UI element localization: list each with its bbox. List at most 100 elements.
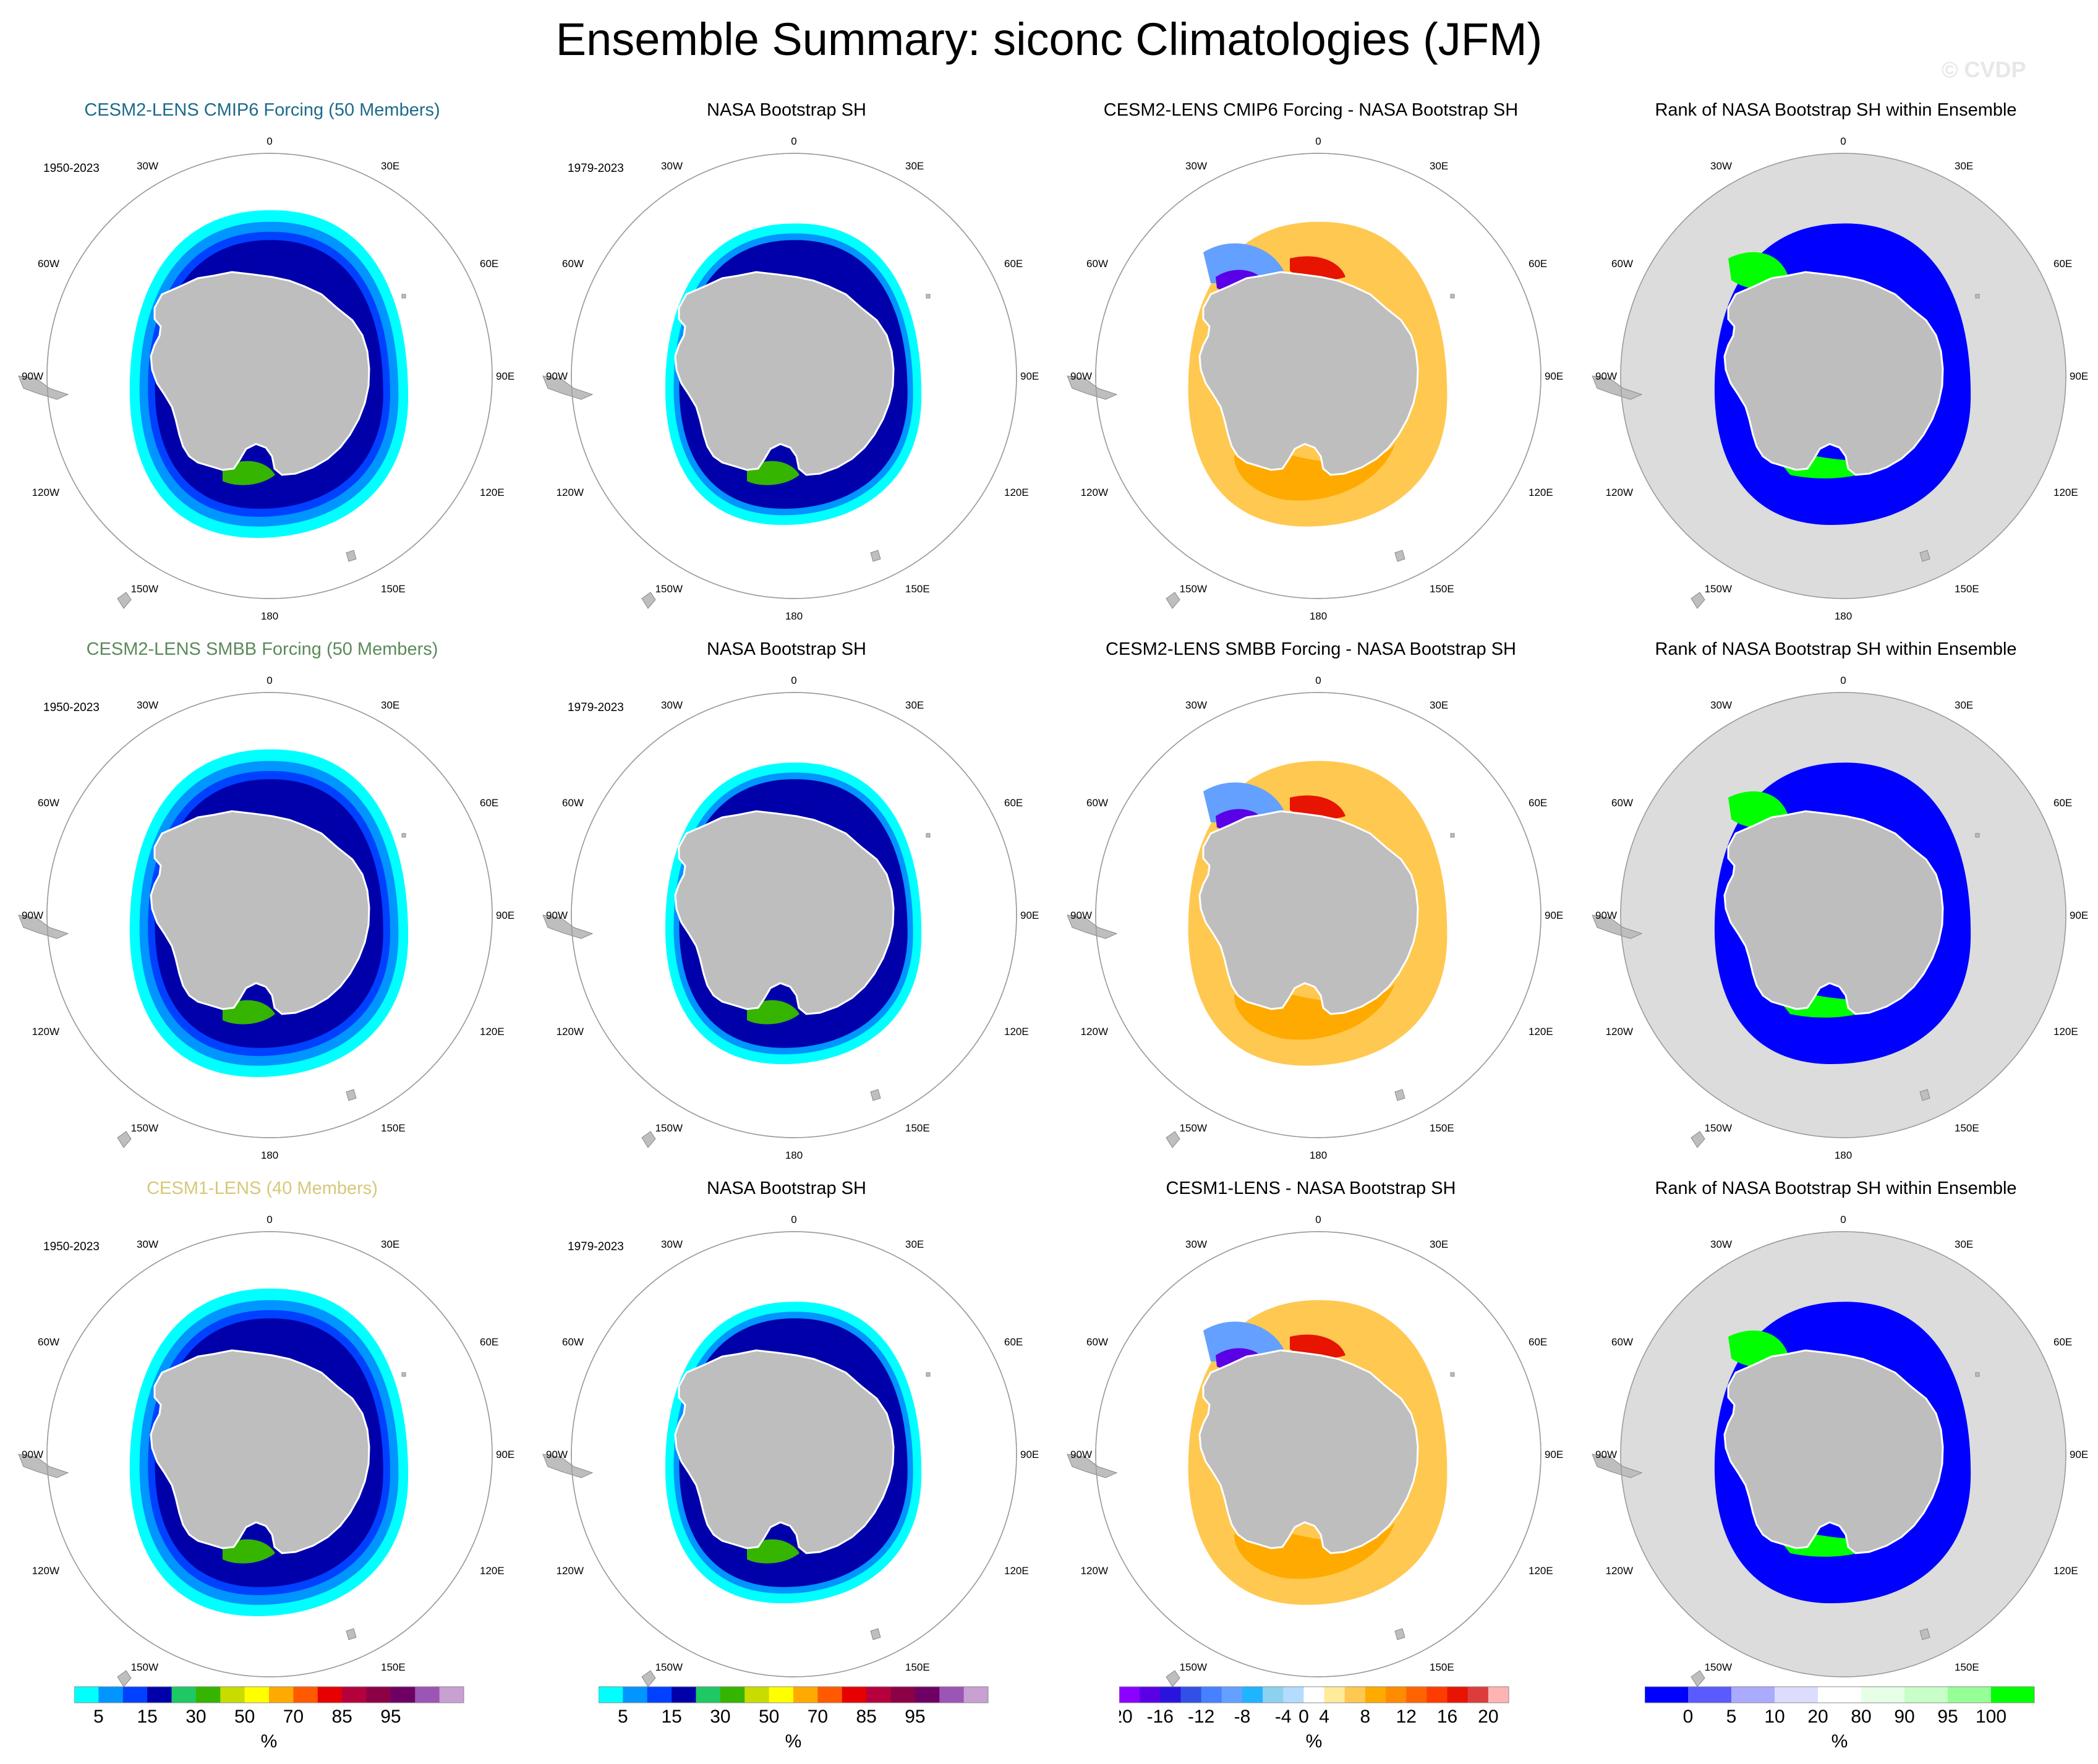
colorbar-tick-label: -12	[1188, 1706, 1214, 1727]
graticule-label-150e: 150E	[1955, 1122, 1979, 1134]
panel-title: Rank of NASA Bootstrap SH within Ensembl…	[1655, 100, 2017, 120]
colorbar-swatch	[220, 1687, 245, 1703]
panel-title: Rank of NASA Bootstrap SH within Ensembl…	[1655, 1178, 2017, 1198]
tasmania-land	[346, 1089, 357, 1101]
colorbar-tick-label: 85	[856, 1706, 876, 1727]
graticule-label-180: 180	[785, 1149, 803, 1161]
antarctica-land	[150, 271, 370, 476]
colorbar-concentration: 5 15 30 50 70 85 95%	[598, 1685, 992, 1761]
south-america-land	[542, 914, 594, 939]
colorbar-svg: 5 15 30 50 70 85 95%	[74, 1686, 464, 1752]
colorbar-swatch	[74, 1687, 99, 1703]
new-zealand-land	[1691, 1131, 1705, 1148]
polar-map: 018090W90E30W60W30E60E120W150W120E150E19…	[18, 1214, 514, 1700]
graticule-label-150w: 150W	[655, 1122, 683, 1134]
south-america-land	[1592, 914, 1643, 939]
colorbar-tick-label: -4	[1275, 1706, 1292, 1727]
colorbar-unit: %	[1306, 1731, 1323, 1752]
colorbar-unit: %	[785, 1731, 802, 1752]
graticule-label-120w: 120W	[1081, 1026, 1108, 1038]
graticule-label-60w: 60W	[1086, 1336, 1108, 1348]
colorbar-tick-label: 50	[759, 1706, 779, 1727]
graticule-label-30e: 30E	[905, 1238, 924, 1250]
colorbar-swatch	[147, 1687, 172, 1703]
panel-obs-row2: 0 180 90W 90E 30W 60W 30E 60E 120W 150W 120E 150E 19…	[524, 637, 1049, 1175]
graticule-label-90e: 90E	[1020, 1449, 1039, 1460]
period-label: 1979-2023	[568, 701, 624, 714]
colorbar-svg: 5 15 30 50 70 85 95%	[598, 1686, 989, 1752]
graticule-label-120e: 120E	[1004, 487, 1029, 498]
graticule-label-60e: 60E	[480, 258, 498, 270]
map-outline	[1095, 1231, 1542, 1677]
graticule-label-180: 180	[261, 1149, 278, 1161]
graticule-label-120e: 120E	[2053, 1565, 2078, 1577]
panel-title: CESM2-LENS SMBB Forcing (50 Members)	[86, 639, 438, 659]
graticule-label-180: 180	[1310, 1149, 1327, 1161]
colorbar-tick-label: 12	[1396, 1706, 1417, 1727]
antarctica-land	[1198, 810, 1419, 1015]
graticule-label-90e: 90E	[1020, 370, 1039, 382]
graticule-label-150e: 150E	[381, 1661, 406, 1673]
graticule-label-30e: 30E	[1430, 699, 1448, 711]
colorbar-swatch	[1406, 1687, 1427, 1703]
graticule-label-30w: 30W	[1185, 699, 1207, 711]
colorbar-tick-label: 85	[331, 1706, 352, 1727]
graticule-label-30w: 30W	[137, 160, 158, 172]
graticule-label-60w: 60W	[38, 258, 59, 270]
antarctica-land	[150, 1349, 370, 1554]
colorbar-swatch	[269, 1687, 294, 1703]
colorbar-swatch	[366, 1687, 391, 1703]
antarctica-land	[674, 271, 895, 476]
graticule-label-180: 180	[1310, 610, 1327, 622]
colorbar-swatch	[1180, 1687, 1202, 1703]
tasmania-land	[346, 1628, 357, 1640]
graticule-label-120w: 120W	[1081, 487, 1108, 498]
panel-title: NASA Bootstrap SH	[707, 1178, 866, 1198]
graticule-label-0: 0	[791, 135, 796, 147]
graticule-label-150e: 150E	[1955, 1661, 1979, 1673]
tasmania-land	[1394, 550, 1405, 562]
colorbar-tick-label: 30	[185, 1706, 206, 1727]
colorbar-concentration: 5 15 30 50 70 85 95%	[74, 1685, 467, 1761]
graticule-label-60w: 60W	[1086, 258, 1108, 270]
colorbar-swatch	[1386, 1687, 1407, 1703]
graticule-label-90w: 90W	[1595, 370, 1617, 382]
colorbar-swatch	[1775, 1687, 1819, 1703]
colorbar-swatch	[793, 1687, 818, 1703]
colorbar-swatch	[415, 1687, 440, 1703]
map-outline	[46, 153, 493, 599]
colorbar-tick-label: 8	[1360, 1706, 1371, 1727]
graticule-label-90w: 90W	[1595, 1449, 1617, 1460]
graticule-label-30w: 30W	[1185, 160, 1207, 172]
colorbar-swatch	[1991, 1687, 2035, 1703]
map-outline	[1620, 692, 2066, 1138]
graticule-label-0: 0	[267, 675, 272, 686]
graticule-label-150w: 150W	[1180, 1661, 1207, 1673]
new-zealand-land	[641, 1131, 656, 1148]
kerguelen-land	[926, 833, 931, 838]
panel-rank-row3: 018090W90E30W60W30E60E120W150W120E150ERa…	[1574, 1176, 2098, 1714]
tasmania-land	[346, 550, 357, 562]
south-america-land	[1067, 914, 1118, 939]
colorbar-swatch	[98, 1687, 124, 1703]
colorbar-tick-label: 95	[905, 1706, 925, 1727]
graticule-label-120e: 120E	[1004, 1565, 1029, 1577]
graticule-label-90e: 90E	[496, 910, 514, 921]
south-america-land	[1592, 375, 1643, 400]
new-zealand-land	[117, 1670, 132, 1687]
colorbar-swatch	[842, 1687, 867, 1703]
new-zealand-land	[1166, 1670, 1180, 1687]
period-label: 1950-2023	[43, 701, 100, 714]
graticule-label-120e: 120E	[480, 487, 505, 498]
panel-model-row3: 018090W90E30W60W30E60E120W150W120E150E19…	[0, 1176, 524, 1714]
new-zealand-land	[1691, 1670, 1705, 1687]
graticule-label-120e: 120E	[480, 1026, 505, 1038]
map-outline	[571, 153, 1017, 599]
graticule-label-150w: 150W	[131, 1122, 158, 1134]
graticule-label-180: 180	[261, 610, 278, 622]
panel-title: NASA Bootstrap SH	[707, 100, 866, 120]
